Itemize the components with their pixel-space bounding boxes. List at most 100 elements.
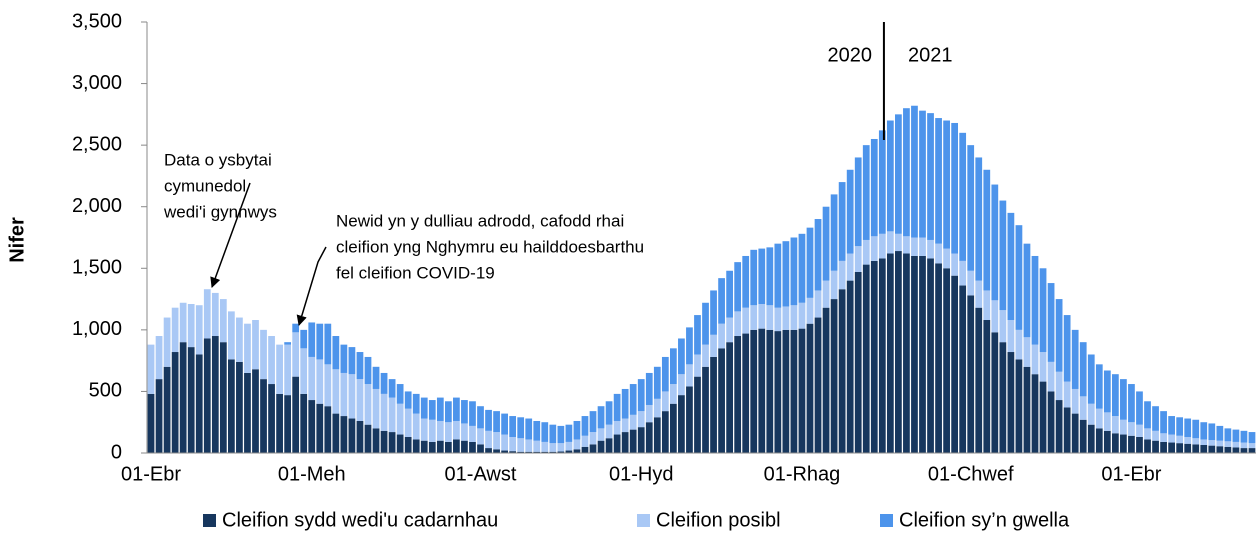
bar-segment <box>388 397 396 433</box>
bar-segment <box>742 307 750 334</box>
bar-segment <box>750 305 758 330</box>
bar-segment <box>493 411 500 433</box>
bar-segment <box>605 424 613 439</box>
bar-segment <box>822 307 830 453</box>
bar-segment <box>348 374 356 419</box>
bar-segment <box>453 439 460 453</box>
bar-segment <box>565 450 573 453</box>
bar-segment <box>1120 434 1127 453</box>
bar-segment <box>195 354 203 453</box>
bar-segment <box>565 441 573 451</box>
x-tick-label: 01-Hyd <box>609 463 673 485</box>
bar-segment <box>983 169 991 291</box>
bar-segment <box>991 332 999 453</box>
bar-segment <box>316 359 324 404</box>
bar-segment <box>195 305 203 355</box>
bar-segment <box>830 299 838 453</box>
bar-segment <box>597 440 605 453</box>
bar-segment <box>155 336 163 380</box>
bar-segment <box>444 422 452 442</box>
bar-segment <box>541 441 549 452</box>
bar-segment <box>380 430 388 453</box>
bar-segment <box>372 388 380 429</box>
bar-segment <box>798 233 806 303</box>
bar-segment <box>340 344 348 373</box>
bar-segment <box>1208 440 1216 446</box>
bar-segment <box>396 403 404 435</box>
y-tick-label: 3,000 <box>72 72 122 94</box>
y-tick-label: 1,000 <box>72 318 122 340</box>
bar-segment <box>300 393 308 453</box>
bar-segment <box>886 231 894 254</box>
bar-segment <box>284 344 292 396</box>
bar-segment <box>428 400 436 420</box>
bar-segment <box>581 435 589 447</box>
bar-segment <box>244 323 251 373</box>
bar-segment <box>750 329 758 453</box>
bar-segment <box>1087 424 1095 453</box>
bar-segment <box>1232 447 1240 453</box>
bar-segment <box>661 356 669 392</box>
bar-segment <box>187 303 195 348</box>
bar-segment <box>324 323 332 365</box>
bar-segment <box>919 110 926 238</box>
bar-segment <box>1224 441 1232 447</box>
bar-segment <box>734 311 742 337</box>
bar-segment <box>1136 436 1143 453</box>
bar-segment <box>1039 352 1047 382</box>
bar-segment <box>903 253 910 453</box>
bar-segment <box>436 440 444 453</box>
bar-segment <box>1103 430 1111 453</box>
bar-segment <box>814 317 822 453</box>
bar-segment <box>308 356 316 401</box>
bar-segment <box>260 329 267 380</box>
bar-segment <box>1047 391 1055 453</box>
bar-segment <box>1192 419 1200 439</box>
bar-segment <box>573 420 581 440</box>
bar-segment <box>694 315 701 355</box>
bar-segment <box>669 403 677 453</box>
y-tick-label: 0 <box>111 441 122 463</box>
bar-segment <box>726 317 734 343</box>
bar-segment <box>187 347 195 453</box>
bar-segment <box>766 305 774 330</box>
bar-segment <box>999 342 1007 453</box>
bar-segment <box>911 255 918 453</box>
bar-segment <box>292 376 300 453</box>
bar-segment <box>895 114 902 234</box>
bar-segment <box>1063 381 1071 408</box>
bar-segment <box>436 420 444 441</box>
bar-segment <box>1111 433 1119 453</box>
x-tick-label: 01-Meh <box>278 463 346 485</box>
bar-segment <box>846 253 854 281</box>
bar-segment <box>919 237 926 256</box>
bar-segment <box>694 354 701 377</box>
bar-segment <box>364 356 372 385</box>
bar-segment <box>1063 315 1071 382</box>
bar-segment <box>637 427 645 453</box>
bar-segment <box>943 120 950 249</box>
bar-segment <box>734 336 742 453</box>
bar-segment <box>959 260 967 286</box>
bar-segment <box>870 236 878 261</box>
bar-segment <box>1039 268 1047 353</box>
y-tick-label: 1,500 <box>72 257 122 279</box>
y-axis-label: Nifer <box>6 217 28 263</box>
bar-segment <box>332 369 340 414</box>
bar-segment <box>292 323 300 333</box>
bar-segment <box>1176 417 1184 436</box>
bar-segment <box>549 443 557 452</box>
bar-segment <box>959 132 967 261</box>
bar-segment <box>461 423 468 441</box>
bar-segment <box>276 344 283 394</box>
bars <box>147 105 1256 453</box>
bar-segment <box>348 347 356 375</box>
bar-segment <box>798 302 806 329</box>
bar-segment <box>453 397 460 421</box>
bar-segment <box>1224 428 1232 442</box>
bar-segment <box>525 439 533 452</box>
bar-segment <box>951 122 959 254</box>
bar-segment <box>830 194 838 271</box>
legend-label: Cleifion posibl <box>656 509 781 531</box>
bar-segment <box>444 401 452 423</box>
